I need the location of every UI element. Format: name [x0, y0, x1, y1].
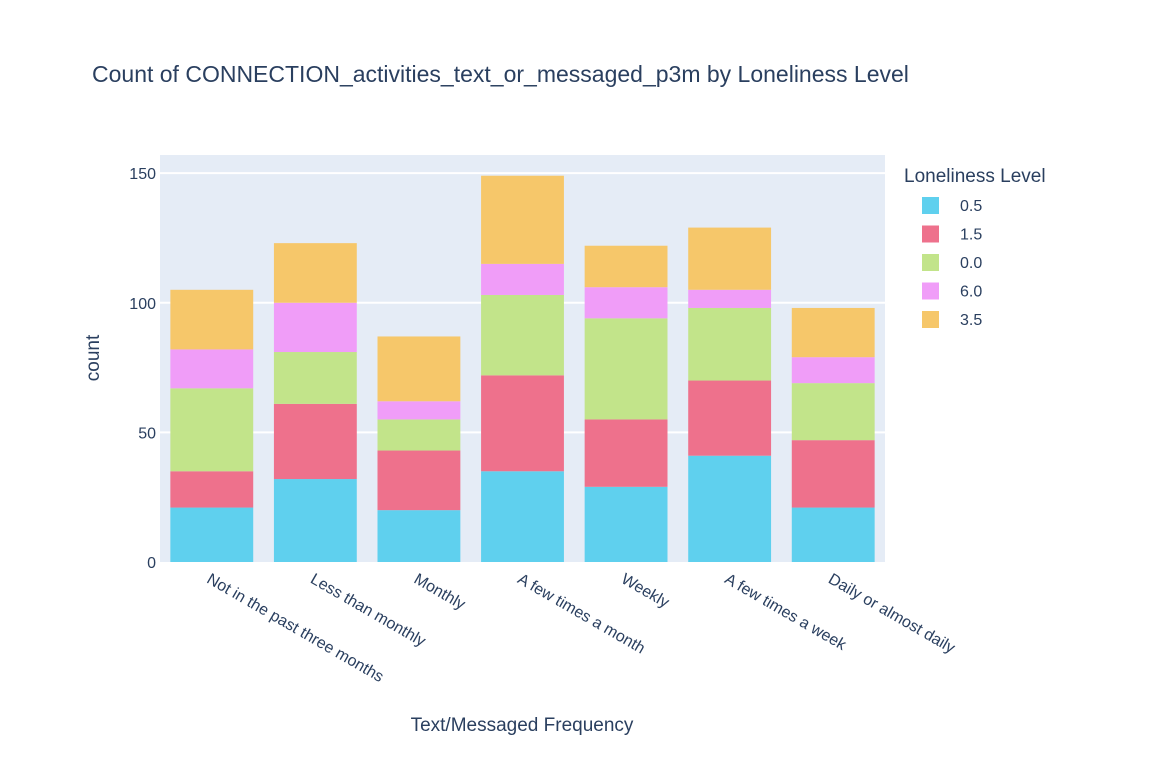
y-tick-label: 150 — [129, 166, 156, 183]
bar-segment[interactable] — [481, 471, 564, 562]
chart-title: Count of CONNECTION_activities_text_or_m… — [92, 61, 909, 87]
y-tick-label: 50 — [138, 425, 156, 442]
bar-segment[interactable] — [170, 471, 254, 508]
bar-segment[interactable] — [584, 486, 668, 562]
bar-segment[interactable] — [377, 401, 461, 420]
bar-segment[interactable] — [170, 388, 254, 472]
y-tick-labels: 0 50 100 150 — [129, 166, 156, 572]
bar-segment[interactable] — [584, 245, 668, 288]
bar-segment[interactable] — [688, 380, 772, 456]
bar-segment[interactable] — [377, 450, 461, 511]
bar-segment[interactable] — [688, 227, 772, 290]
bar-segment[interactable] — [481, 263, 564, 295]
bar-segment[interactable] — [170, 289, 254, 350]
bar-segment[interactable] — [481, 375, 564, 472]
bar-segment[interactable] — [273, 302, 357, 353]
x-tick-label: Weekly — [618, 571, 672, 612]
legend-swatch[interactable] — [922, 225, 939, 243]
legend-title: Loneliness Level — [904, 166, 1046, 187]
legend-swatch[interactable] — [922, 254, 939, 271]
bar-segment[interactable] — [791, 507, 875, 562]
bar-segment[interactable] — [791, 383, 875, 441]
bar-segment[interactable] — [688, 455, 772, 562]
bar-segment[interactable] — [170, 507, 254, 562]
legend-swatch[interactable] — [922, 282, 939, 300]
bar-segment[interactable] — [377, 419, 461, 451]
bar-segment[interactable] — [688, 289, 772, 308]
legend-label[interactable]: 6.0 — [960, 284, 982, 301]
legend: Loneliness Level 0.5 1.5 0.0 6.0 3.5 — [904, 166, 1046, 329]
bar-segment[interactable] — [273, 352, 357, 404]
legend-swatch[interactable] — [922, 197, 939, 214]
bar-segment[interactable] — [791, 357, 875, 384]
bars — [170, 175, 875, 562]
bar-segment[interactable] — [584, 419, 668, 487]
y-axis-title: count — [83, 334, 104, 381]
bar-segment[interactable] — [791, 307, 875, 358]
bar-segment[interactable] — [170, 349, 254, 389]
bar-segment[interactable] — [273, 243, 357, 303]
bar-segment[interactable] — [273, 479, 357, 562]
bar-segment[interactable] — [584, 287, 668, 319]
bar-segment[interactable] — [273, 403, 357, 480]
legend-label[interactable]: 3.5 — [960, 312, 982, 329]
legend-label[interactable]: 0.5 — [960, 198, 982, 215]
bar-segment[interactable] — [791, 440, 875, 508]
x-tick-label: Not in the past three months — [204, 571, 387, 686]
y-tick-label: 0 — [147, 555, 156, 572]
bar-segment[interactable] — [481, 175, 564, 264]
x-tick-label: Monthly — [411, 571, 468, 614]
legend-label[interactable]: 1.5 — [960, 227, 982, 244]
legend-items: 0.5 1.5 0.0 6.0 3.5 — [922, 197, 982, 329]
bar-segment[interactable] — [688, 307, 772, 381]
bar-segment[interactable] — [584, 318, 668, 420]
legend-swatch[interactable] — [922, 311, 939, 328]
bar-segment[interactable] — [377, 510, 461, 562]
x-axis-title: Text/Messaged Frequency — [411, 715, 634, 736]
y-tick-label: 100 — [129, 296, 156, 313]
bar-segment[interactable] — [481, 294, 564, 376]
bar-segment[interactable] — [377, 336, 461, 402]
legend-label[interactable]: 0.0 — [960, 255, 982, 272]
